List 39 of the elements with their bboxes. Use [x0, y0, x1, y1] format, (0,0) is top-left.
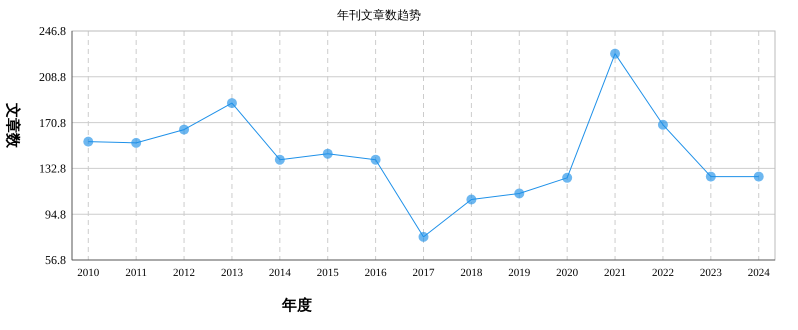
x-tick-label: 2014: [268, 267, 292, 279]
point: [131, 138, 142, 148]
y-tick-label: 94.8: [45, 207, 66, 222]
point: [274, 154, 285, 165]
point: [514, 188, 524, 198]
point: [610, 48, 620, 59]
chart-title: 年刊文章数趋势: [337, 8, 421, 22]
x-tick-label: 2013: [220, 267, 244, 279]
x-tick-label: 2021: [604, 267, 626, 279]
x-tick-label: 2018: [460, 267, 483, 279]
point: [226, 98, 237, 108]
point: [322, 148, 333, 159]
x-tick-label: 2024: [748, 267, 770, 279]
point: [179, 124, 190, 135]
x-tick-label: 2023: [700, 267, 722, 279]
point: [754, 172, 764, 182]
point: [418, 232, 428, 242]
point: [562, 172, 572, 183]
x-tick-label: 2022: [652, 267, 674, 279]
point: [370, 154, 381, 165]
point: [706, 172, 716, 182]
y-tick-label: 246.8: [39, 24, 66, 38]
x-tick-label: 2017: [412, 267, 435, 279]
y-tick-label: 208.8: [39, 70, 66, 84]
point: [466, 194, 476, 204]
y-tick-label: 56.8: [45, 253, 66, 268]
x-tick-label: 2015: [316, 267, 340, 279]
x-tick-label: 2016: [364, 267, 388, 279]
point: [658, 120, 668, 130]
point: [83, 136, 94, 147]
y-tick-label: 170.8: [39, 116, 66, 130]
x-tick-label: 2012: [173, 267, 196, 279]
y-axis-title: 文章数: [4, 102, 22, 149]
x-tick-label: 2010: [77, 267, 100, 279]
x-tick-label: 2020: [556, 267, 579, 279]
y-tick-label: 132.8: [39, 162, 66, 176]
x-axis-title: 年度: [281, 296, 312, 314]
x-tick-label: 2011: [125, 267, 147, 279]
x-tick-label: 2019: [508, 267, 531, 279]
